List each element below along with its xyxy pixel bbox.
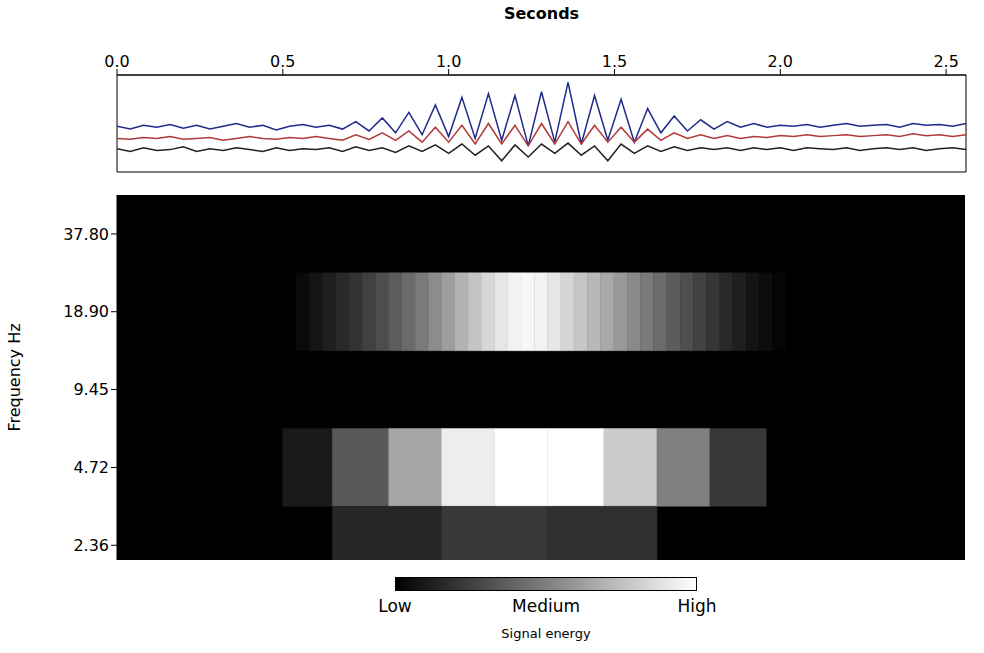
svg-text:Frequency Hz: Frequency Hz bbox=[5, 323, 24, 431]
svg-text:2.5: 2.5 bbox=[933, 52, 958, 71]
svg-text:4.72: 4.72 bbox=[73, 458, 109, 477]
svg-text:37.80: 37.80 bbox=[63, 225, 109, 244]
html-text:Signal energy: Signal energy bbox=[501, 626, 591, 641]
svg-text:2.0: 2.0 bbox=[768, 52, 793, 71]
svg-text:18.90: 18.90 bbox=[63, 302, 109, 321]
svg-text:Seconds: Seconds bbox=[504, 4, 579, 23]
svg-text:0.5: 0.5 bbox=[270, 52, 295, 71]
svg-text:1.5: 1.5 bbox=[602, 52, 627, 71]
html-text:High: High bbox=[677, 596, 717, 616]
svg-text:2.36: 2.36 bbox=[73, 536, 109, 555]
svg-text:9.45: 9.45 bbox=[73, 380, 109, 399]
svg-text:1.0: 1.0 bbox=[436, 52, 461, 71]
html-text:Medium: Medium bbox=[512, 596, 580, 616]
html-text:Low: Low bbox=[378, 596, 412, 616]
svg-text:0.0: 0.0 bbox=[104, 52, 129, 71]
